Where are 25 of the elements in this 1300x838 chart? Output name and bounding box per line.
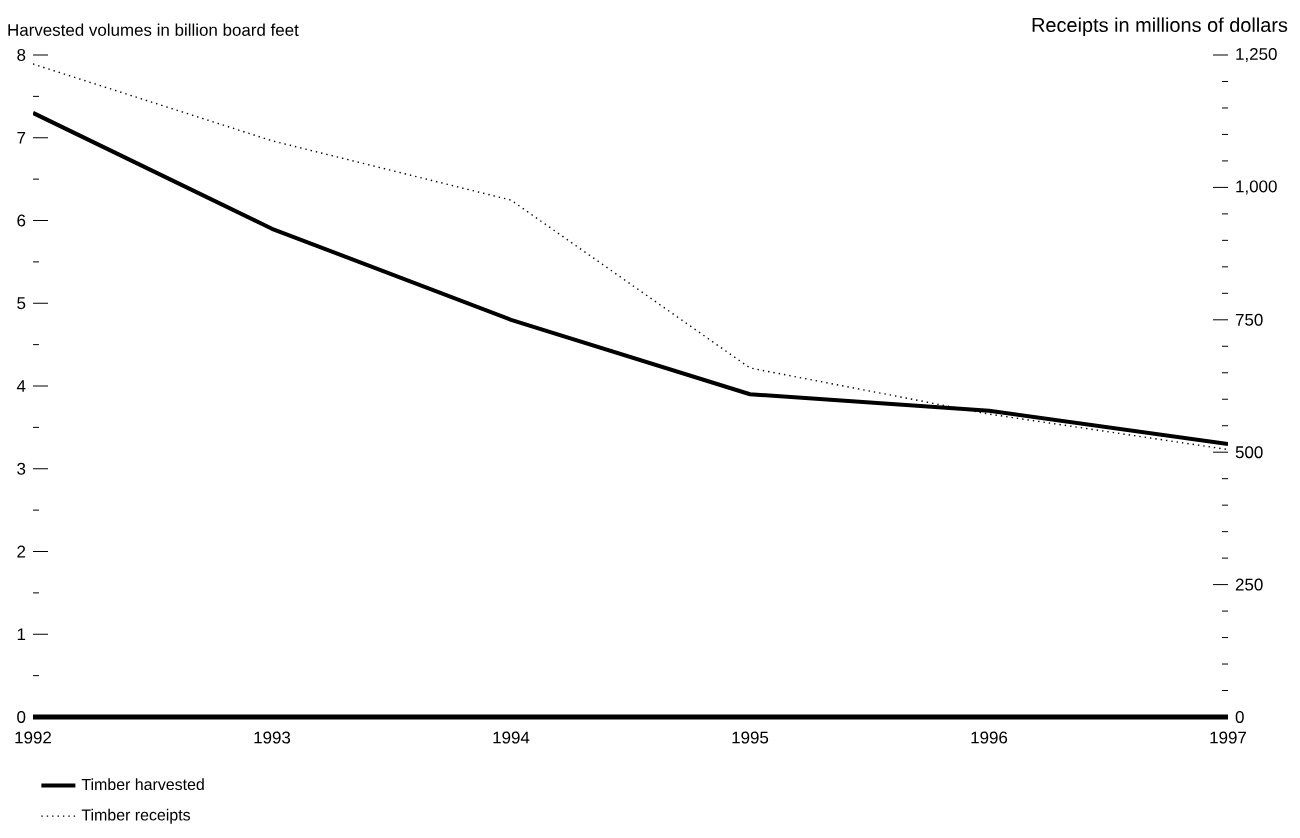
y2-tick-label: 1,000 [1236,180,1277,195]
y2-axis-title: Receipts in millions of dollars [1032,17,1288,36]
x-tick-label: 1994 [493,731,530,744]
y2-tick-label: 250 [1235,578,1263,591]
x-tick-label: 1993 [254,731,291,744]
y-tick-label: 8 [17,49,26,61]
y-tick-label: 3 [17,462,26,475]
y2-tick-label: 1,250 [1236,48,1277,62]
y-tick-label: 5 [17,297,26,310]
y-axis-title: Harvested volumes in billion board feet [8,23,299,36]
y-tick-label: 6 [17,214,26,227]
y2-tick-label: 0 [1235,711,1244,723]
y-tick-label: 2 [17,545,26,558]
x-tick-label: 1997 [1210,731,1246,744]
x-tick-label: 1992 [15,731,51,744]
x-tick-label: 1996 [971,731,1008,744]
legend-label: Timber harvested [81,778,204,791]
x-tick-label: 1995 [732,731,769,744]
y2-tick-label: 500 [1235,446,1263,459]
y-tick-label: 1 [17,628,26,641]
y-tick-label: 0 [17,711,26,723]
y-tick-label: 7 [17,131,26,144]
legend-label: Timber receipts [81,808,191,824]
y2-tick-label: 750 [1235,313,1263,326]
y-tick-label: 4 [16,380,26,392]
